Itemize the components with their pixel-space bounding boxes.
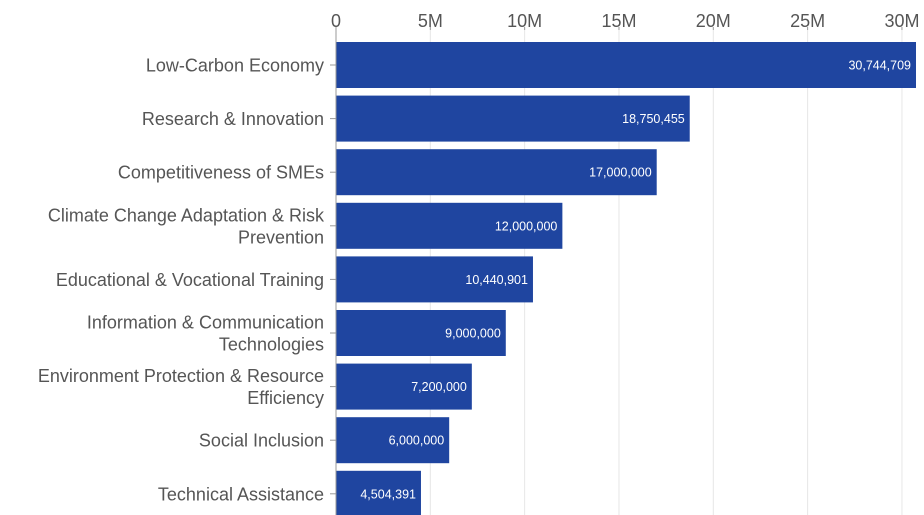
bar — [336, 470, 421, 515]
category-label: Environment Protection & Resource Efficie… — [38, 366, 324, 408]
bar — [336, 310, 506, 356]
category-label-line: Environment Protection & Resource — [38, 366, 324, 386]
bar — [336, 202, 563, 249]
bar-value-label: 18,750,455 — [622, 112, 685, 126]
axes: 0 5M 10M 15M 20M 25M 30M Low-Carbon Economy Rese… — [38, 11, 919, 515]
category-label-line: Efficiency — [247, 388, 324, 408]
bar-value-label: 9,000,000 — [445, 327, 501, 341]
bar — [336, 42, 916, 88]
x-tick-label: 5M — [418, 11, 443, 31]
category-label: Technical Assistance — [158, 484, 324, 504]
bar — [336, 149, 657, 196]
category-label-line: Technologies — [219, 335, 324, 355]
category-label-line: Research & Innovation — [142, 109, 324, 129]
bars: 30,744,709 18,750,455 17,000,000 12,000,000… — [336, 42, 916, 515]
bar — [336, 417, 450, 464]
category-label: Educational & Vocational Training — [56, 270, 324, 290]
category-label: Competitiveness of SMEs — [118, 163, 324, 183]
category-label-line: Information & Communication — [87, 313, 324, 333]
category-label-line: Educational & Vocational Training — [56, 270, 324, 290]
bar — [336, 95, 690, 142]
bar-value-label: 30,744,709 — [848, 59, 911, 73]
category-label-line: Climate Change Adaptation & Risk — [48, 205, 325, 225]
category-label-line: Social Inclusion — [199, 431, 324, 451]
bar-value-label: 12,000,000 — [495, 219, 558, 233]
bar-value-label: 4,504,391 — [360, 487, 416, 501]
x-tick-label: 25M — [790, 11, 825, 31]
x-tick-label: 20M — [696, 11, 731, 31]
bar-value-label: 6,000,000 — [389, 434, 445, 448]
category-label: Information & Communication Technologies — [87, 313, 324, 355]
category-label: Climate Change Adaptation & Risk Preventi… — [48, 205, 325, 247]
x-tick-label: 10M — [507, 11, 542, 31]
category-label-line: Competitiveness of SMEs — [118, 163, 324, 183]
x-tick-label: 0 — [331, 11, 341, 31]
bar-value-label: 7,200,000 — [411, 380, 467, 394]
category-label-line: Technical Assistance — [158, 484, 324, 504]
bar-value-label: 17,000,000 — [589, 166, 652, 180]
bar-value-label: 10,440,901 — [465, 273, 528, 287]
category-label: Research & Innovation — [142, 109, 324, 129]
category-label-line: Prevention — [238, 227, 324, 247]
x-tick-label: 30M — [884, 11, 919, 31]
x-tick-label: 15M — [601, 11, 636, 31]
bar — [336, 256, 533, 303]
category-label: Social Inclusion — [199, 431, 324, 451]
bar — [336, 363, 472, 410]
category-label: Low-Carbon Economy — [146, 56, 324, 76]
category-label-line: Low-Carbon Economy — [146, 56, 324, 76]
